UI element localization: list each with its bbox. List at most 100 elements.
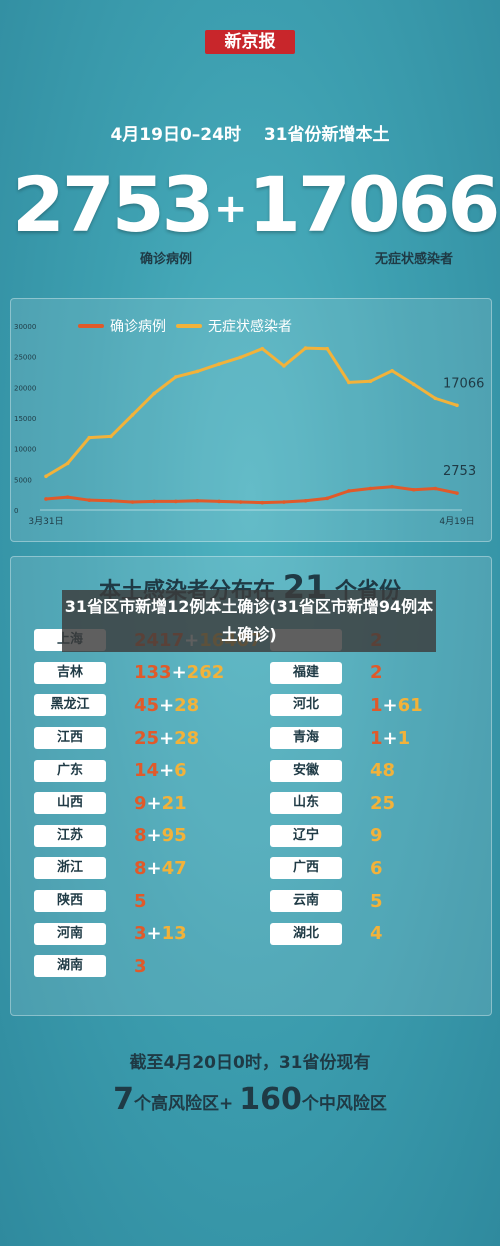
y-tick-label: 25000 (14, 354, 36, 362)
province-value: 1+1 (370, 728, 410, 749)
plus-sign: + (171, 662, 187, 684)
province-name: 黑龙江 (34, 694, 106, 717)
y-tick-label: 0 (14, 507, 18, 515)
headline-overlay: 31省区市新增12例本土确诊(31省区市新增94例本土确诊) (62, 590, 436, 652)
asymptomatic-count: 47 (161, 857, 187, 879)
series-line-1 (45, 346, 458, 478)
series-end-label: 2753 (443, 464, 476, 479)
province-row: 安徽 48 (270, 759, 423, 782)
province-row: 浙江 8+47 (34, 857, 262, 880)
province-value: 25 (370, 793, 395, 814)
data-point (455, 403, 459, 408)
data-point (368, 379, 373, 384)
province-name: 山东 (270, 792, 342, 815)
chart-legend: 确诊病例 无症状感染者 (78, 316, 292, 336)
legend-swatch-asymptomatic (176, 324, 202, 328)
province-row: 辽宁 9 (270, 824, 423, 848)
province-value: 3 (134, 956, 147, 977)
data-point (173, 375, 178, 379)
data-point (411, 382, 416, 387)
province-row: 山西 9+21 (34, 792, 262, 815)
mid-risk-text: 个中风险区 (301, 1094, 387, 1114)
province-value: 5 (134, 891, 147, 912)
confirmed-count: 9 (134, 792, 147, 814)
province-value: 2 (370, 662, 383, 683)
province-value: 48 (370, 760, 395, 781)
asymptomatic-count: 5 (370, 890, 383, 912)
province-name: 广东 (34, 759, 106, 782)
data-point (87, 435, 92, 440)
high-risk-count: 7 (113, 1082, 135, 1117)
province-row: 山东 25 (270, 792, 423, 815)
series-end-label: 17066 (443, 376, 484, 391)
province-name: 浙江 (34, 857, 106, 880)
legend-item-confirmed: 确诊病例 (78, 316, 166, 336)
asymptomatic-count: 262 (186, 662, 225, 684)
plus-sign: + (146, 792, 162, 814)
province-value: 9+21 (134, 793, 187, 814)
y-tick-label: 20000 (14, 384, 36, 392)
asymptomatic-label: 无症状感染者 (375, 252, 454, 267)
date-line: 4月19日0–24时 31省份新增本土 (110, 125, 390, 145)
y-tick-label: 15000 (14, 415, 36, 423)
y-tick-label: 10000 (14, 446, 36, 454)
province-row: 江西 25+28 (34, 727, 262, 750)
confirmed-count: 45 (134, 694, 160, 716)
province-value: 1+61 (370, 695, 423, 716)
data-point (238, 355, 243, 360)
asymptomatic-count: 6 (174, 760, 187, 782)
legend-label-confirmed: 确诊病例 (110, 319, 166, 335)
data-point (282, 364, 286, 368)
province-row: 云南 5 (270, 890, 423, 913)
province-row: 广西 6 (270, 857, 423, 880)
data-point (433, 396, 438, 401)
confirmed-count: 2 (370, 662, 383, 684)
confirmed-number: 2753 (12, 160, 215, 249)
mid-risk-count: 160 (239, 1082, 302, 1117)
province-name: 广西 (270, 857, 342, 880)
province-value: 6 (370, 858, 383, 879)
province-list-left: 上海2417+16407吉林133+262黑龙江45+28江西25+28广东14… (34, 629, 262, 978)
plus-sign: + (146, 825, 162, 847)
province-name: 云南 (270, 890, 342, 913)
province-name: 陕西 (34, 890, 106, 913)
asymptomatic-count: 25 (370, 792, 396, 814)
series-line-0 (45, 485, 458, 505)
footer-line1: 截至4月20日0时，31省份现有 (129, 1053, 371, 1073)
data-point (455, 491, 459, 495)
data-point (390, 484, 394, 489)
footer-line2: 7个高风险区+ 160个中风险区 (0, 1082, 500, 1117)
plus-sign: + (382, 727, 398, 749)
data-point (433, 486, 438, 491)
province-name: 青海 (270, 727, 342, 750)
confirmed-count: 3 (134, 955, 147, 977)
province-row: 河南 3+13 (34, 922, 262, 945)
asymptomatic-number: 17066 (248, 160, 500, 249)
plus-sign: + (159, 694, 175, 716)
province-row: 吉林 133+262 (34, 661, 262, 685)
x-tick-label: 4月19日 (439, 516, 474, 527)
province-name: 湖南 (34, 955, 106, 978)
data-point (260, 346, 265, 351)
province-value: 133+262 (134, 662, 224, 683)
province-name: 福建 (270, 661, 342, 684)
asymptomatic-count: 1 (397, 727, 411, 749)
plus-sign: + (159, 727, 175, 749)
data-point (390, 368, 394, 373)
xinjingbao-logo: 新京报 (205, 30, 295, 54)
data-point (325, 496, 330, 501)
province-value: 45+28 (134, 695, 199, 716)
asymptomatic-count: 21 (161, 792, 187, 814)
asymptomatic-count: 61 (397, 694, 423, 716)
data-point (347, 489, 351, 493)
data-point (282, 500, 286, 504)
data-point (109, 434, 113, 439)
confirmed-count: 25 (134, 727, 160, 749)
plus-sign: + (146, 857, 162, 879)
plus-sign: + (382, 694, 398, 716)
y-tick-label: 30000 (14, 323, 36, 331)
high-risk-text: 个高风险区+ (134, 1094, 234, 1114)
data-point (65, 495, 70, 499)
trend-chart: 30000 25000 20000 15000 10000 5000 0 3月31日 4月19日… (14, 323, 484, 527)
